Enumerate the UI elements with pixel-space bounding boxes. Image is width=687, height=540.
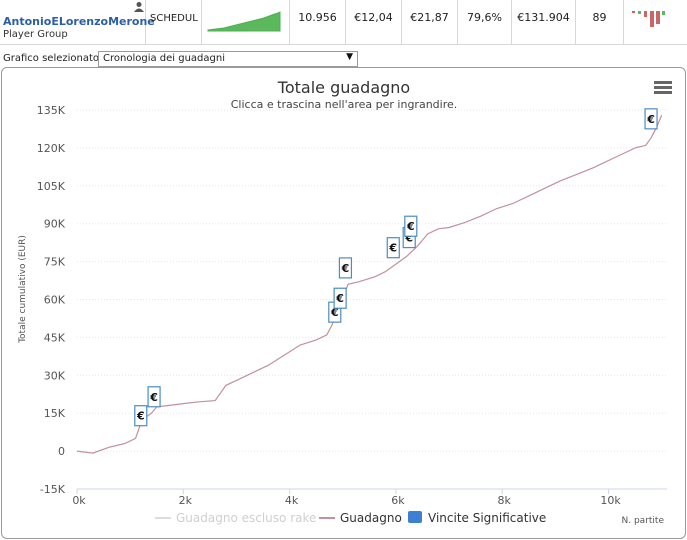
- svg-text:€: €: [335, 292, 344, 305]
- stat-value-1: €12,04: [346, 0, 402, 44]
- svg-text:€: €: [136, 410, 145, 423]
- significant-win-marker[interactable]: €: [386, 237, 400, 259]
- x-axis-label: N. partite: [622, 516, 665, 526]
- mini-bars-cell: [624, 0, 687, 44]
- svg-text:€: €: [341, 262, 350, 275]
- profit-chart[interactable]: -15K 0 15K 30K 45K 60K 75K 90K 105K 120K 135K 0k 2k 4…: [2, 68, 685, 538]
- svg-text:€: €: [388, 242, 397, 255]
- y-tick-label: -15K: [40, 483, 66, 496]
- significant-win-marker[interactable]: €: [338, 257, 353, 279]
- player-avatar-icon: [134, 2, 144, 12]
- chart-selector-label: Grafico selezionato: [3, 53, 100, 64]
- x-tick-label: 2k: [179, 494, 193, 507]
- y-tick-label: 45K: [44, 331, 66, 344]
- legend-item-guadagno[interactable]: Guadagno: [319, 511, 402, 525]
- x-tick-label: 6k: [391, 494, 405, 507]
- stat-count: 89: [576, 0, 624, 44]
- svg-text:€: €: [646, 113, 655, 126]
- stat-total: €131.904: [512, 0, 576, 44]
- stats-row: AntonioELorenzoMerone Player Group SCHED…: [0, 0, 687, 45]
- legend-item-rake[interactable]: Guadagno escluso rake: [155, 511, 316, 525]
- sparkline-cell: [202, 0, 290, 44]
- x-tick-label: 0k: [72, 494, 86, 507]
- player-name-link[interactable]: AntonioELorenzoMerone: [3, 15, 155, 28]
- series-line-guadagno[interactable]: [76, 114, 663, 454]
- y-tick-label: 30K: [44, 369, 66, 382]
- significant-win-marker[interactable]: €: [333, 287, 347, 309]
- sparkline-graph: [207, 11, 281, 32]
- x-tick-label: 10k: [600, 494, 621, 507]
- chart-selector-value: Cronologia dei guadagni: [103, 53, 225, 64]
- svg-text:€: €: [404, 232, 413, 245]
- y-tick-label: 120K: [37, 142, 66, 155]
- x-tick-label: 4k: [285, 494, 299, 507]
- legend-label-guadagno: Guadagno: [340, 511, 402, 525]
- player-cell[interactable]: AntonioELorenzoMerone Player Group: [0, 0, 155, 44]
- y-tick-label: 0: [58, 445, 65, 458]
- significant-win-marker[interactable]: €: [404, 215, 418, 237]
- chart-panel[interactable]: -15K 0 15K 30K 45K 60K 75K 90K 105K 120K 135K 0k 2k 4…: [1, 67, 686, 539]
- schedule-label: SCHEDUL: [150, 13, 198, 24]
- context-menu-icon[interactable]: [654, 81, 672, 94]
- player-group-label: Player Group: [3, 29, 68, 40]
- svg-text:€: €: [406, 220, 415, 233]
- y-tick-label: 90K: [44, 218, 66, 231]
- significant-win-marker[interactable]: €: [147, 386, 161, 408]
- legend-item-significant-wins[interactable]: Vincite Significative: [408, 511, 546, 525]
- schedule-cell: SCHEDUL: [146, 0, 202, 44]
- y-tick-label: 135K: [37, 104, 66, 117]
- legend-label-significant-wins: Vincite Significative: [428, 511, 546, 525]
- stat-percentage: 79,6%: [458, 0, 512, 44]
- chart-subtitle: Clicca e trascina nell'area per ingrandi…: [231, 98, 458, 111]
- chart-title: Totale guadagno: [277, 78, 410, 97]
- svg-text:€: €: [149, 391, 158, 404]
- significant-win-marker[interactable]: €: [134, 405, 148, 427]
- legend-label-rake: Guadagno escluso rake: [176, 511, 316, 525]
- stat-hands: 10.956: [290, 0, 346, 44]
- x-tick-label: 8k: [498, 494, 512, 507]
- y-axis-label: Totale cumulativo (EUR): [18, 235, 28, 344]
- stat-value-2: €21,87: [402, 0, 458, 44]
- chart-legend: Guadagno escluso rake Guadagno Vincite S…: [155, 511, 546, 525]
- svg-text:€: €: [330, 306, 339, 319]
- chart-selector-dropdown[interactable]: Cronologia dei guadagni ▼: [98, 51, 358, 67]
- significant-win-marker[interactable]: €: [644, 108, 658, 130]
- y-tick-label: 15K: [44, 407, 66, 420]
- dropdown-arrow-icon: ▼: [346, 52, 353, 62]
- y-tick-label: 75K: [44, 256, 66, 269]
- y-tick-label: 60K: [44, 294, 66, 307]
- mini-bar-chart: [632, 11, 665, 27]
- y-tick-label: 105K: [37, 180, 66, 193]
